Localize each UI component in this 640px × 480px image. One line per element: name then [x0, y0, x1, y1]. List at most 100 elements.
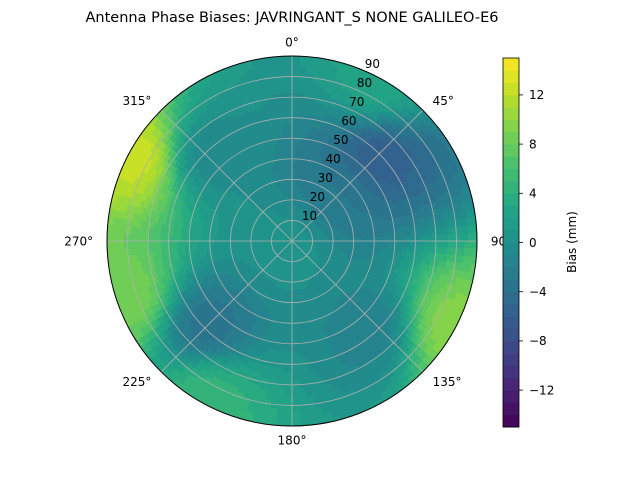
- contour-cell: [406, 240, 412, 247]
- contour-cell: [291, 343, 297, 349]
- contour-cell: [394, 231, 400, 237]
- contour-cell: [291, 326, 297, 332]
- contour-cell: [151, 234, 157, 242]
- contour-cell: [284, 154, 289, 160]
- contour-cell: [291, 314, 296, 320]
- contour-cell: [296, 133, 302, 139]
- contour-cell: [288, 174, 293, 180]
- contour-cell: [291, 380, 299, 386]
- contour-cell: [281, 125, 288, 131]
- contour-cell: [286, 347, 293, 353]
- contour-cell: [381, 228, 387, 234]
- contour-cell: [373, 236, 379, 242]
- contour-cell: [361, 240, 367, 245]
- contour-cell: [288, 166, 293, 172]
- contour-cell: [357, 234, 363, 239]
- contour-cell: [291, 363, 298, 369]
- contour-cell: [286, 121, 293, 127]
- contour-cell: [422, 246, 428, 254]
- contour-cell: [279, 101, 287, 107]
- contour-cell: [394, 245, 400, 251]
- contour-cell: [377, 236, 383, 242]
- contour-cell: [283, 326, 289, 332]
- contour-cell: [291, 351, 298, 357]
- contour-cell: [406, 245, 412, 252]
- contour-cell: [291, 125, 298, 131]
- contour-cell: [291, 146, 297, 151]
- contour-cell: [286, 351, 293, 357]
- contour-cell: [381, 232, 387, 238]
- contour-cell: [172, 230, 178, 237]
- contour-cell: [291, 109, 299, 114]
- contour-cell: [282, 138, 289, 144]
- contour-cell: [291, 302, 296, 308]
- contour-cell: [225, 240, 231, 245]
- contour-cell: [282, 338, 289, 344]
- contour-cell: [295, 146, 301, 152]
- contour-cell: [353, 237, 359, 242]
- contour-cell: [283, 334, 289, 340]
- contour-cell: [294, 306, 299, 312]
- contour-cell: [369, 240, 375, 245]
- contour-cell: [184, 236, 190, 242]
- contour-cell: [295, 326, 301, 332]
- contour-cell: [427, 234, 433, 242]
- contour-cell: [285, 372, 293, 377]
- contour-cell: [213, 237, 219, 242]
- contour-cell: [201, 232, 207, 238]
- contour-cell: [377, 240, 383, 246]
- contour-cell: [280, 367, 287, 373]
- contour-cell: [357, 237, 363, 242]
- contour-cell: [152, 246, 158, 254]
- contour-cell: [402, 235, 408, 242]
- contour-cell: [291, 372, 299, 377]
- contour-cell: [221, 237, 227, 242]
- contour-cell: [431, 240, 437, 248]
- contour-cell: [291, 318, 296, 324]
- contour-cell: [286, 125, 293, 131]
- contour-cell: [296, 121, 303, 127]
- contour-cell: [279, 150, 285, 156]
- contour-cell: [205, 244, 211, 249]
- contour-cell: [160, 234, 165, 242]
- contour-cell: [285, 100, 293, 106]
- contour-cell: [288, 170, 293, 176]
- contour-cell: [287, 322, 293, 328]
- contour-cell: [361, 237, 367, 242]
- contour-cell: [287, 339, 293, 345]
- contour-cell: [287, 137, 293, 143]
- contour-cell: [418, 246, 424, 253]
- contour-cell: [287, 331, 293, 336]
- contour-cell: [282, 129, 288, 135]
- contour-cell: [381, 244, 387, 250]
- contour-cell: [291, 133, 297, 139]
- contour-cell: [365, 233, 371, 239]
- contour-cell: [180, 231, 186, 237]
- contour-cell: [213, 240, 219, 245]
- contour-cell: [193, 232, 199, 238]
- contour-cell: [286, 363, 293, 369]
- contour-cell: [160, 240, 165, 248]
- contour-cell: [295, 318, 300, 324]
- contour-cell: [291, 368, 299, 373]
- contour-cell: [188, 240, 194, 246]
- contour-cell: [410, 240, 416, 247]
- contour-cell: [296, 343, 302, 349]
- contour-cell: [426, 246, 432, 254]
- contour-cell: [282, 133, 288, 139]
- contour-cell: [406, 235, 412, 242]
- contour-cell: [294, 302, 299, 308]
- contour-cell: [184, 231, 190, 237]
- contour-cell: [172, 240, 178, 247]
- contour-cell: [431, 234, 437, 242]
- contour-cell: [291, 105, 299, 110]
- contour-cell: [377, 228, 383, 234]
- contour-cell: [172, 235, 178, 242]
- contour-cell: [209, 237, 215, 242]
- contour-cell: [426, 228, 432, 236]
- contour-cell: [410, 235, 416, 242]
- contour-cell: [369, 237, 375, 242]
- contour-cell: [286, 117, 293, 123]
- contour-cell: [184, 240, 190, 246]
- contour-cell: [423, 234, 428, 242]
